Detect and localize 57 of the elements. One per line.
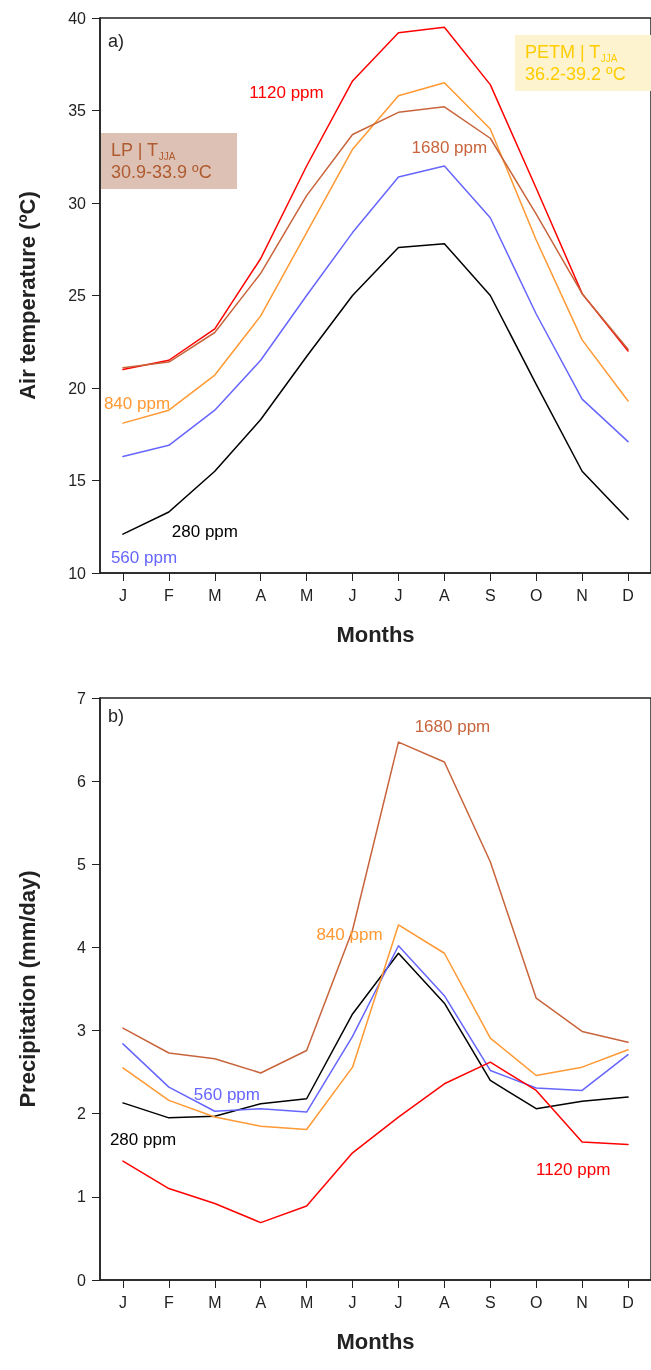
y-tick-label: 40 xyxy=(68,9,87,27)
x-tick-label: J xyxy=(394,586,403,604)
series-label: 1120 ppm xyxy=(249,83,324,103)
x-tick-label: M xyxy=(208,586,222,604)
series-label: 840 ppm xyxy=(103,393,171,413)
x-axis-title: Months xyxy=(336,621,415,647)
series-label: 840 ppm xyxy=(316,925,383,945)
y-tick-label: 4 xyxy=(77,938,87,956)
y-tick-label: 35 xyxy=(68,102,87,119)
text: 560 ppm xyxy=(110,547,178,567)
x-tick-label: M xyxy=(299,586,314,604)
series-label: 1680 ppm xyxy=(411,138,488,158)
line-series xyxy=(122,924,629,1131)
annotation: b) xyxy=(108,706,125,726)
x-tick-label: M xyxy=(299,1293,314,1311)
x-tick-label: J xyxy=(118,1293,127,1311)
x-axis-title: Months xyxy=(336,1328,415,1354)
x-tick-label: O xyxy=(529,1293,543,1311)
x-tick-label: S xyxy=(484,1293,496,1311)
x-tick-label: J xyxy=(348,586,357,604)
y-tick-label: 5 xyxy=(77,855,87,873)
x-tick-label: J xyxy=(394,1293,403,1311)
line-series xyxy=(122,741,629,1074)
x-tick-label: J xyxy=(118,586,127,604)
x-tick-label: N xyxy=(576,586,588,604)
x-tick-label: A xyxy=(255,1293,267,1311)
x-tick-label: S xyxy=(484,586,496,604)
series-label: 280 ppm xyxy=(109,1130,177,1150)
y-tick-label: 0 xyxy=(77,1271,87,1289)
x-tick-label: F xyxy=(163,1293,174,1311)
x-tick-label: D xyxy=(622,1293,634,1311)
x-tick-label: D xyxy=(622,586,634,604)
series-label: 560 ppm xyxy=(193,1084,260,1104)
y-tick-label: 3 xyxy=(77,1022,87,1040)
y-tick-label: 15 xyxy=(68,472,87,489)
annotation: a) xyxy=(108,31,125,51)
y-tick-label: 6 xyxy=(77,772,87,790)
x-tick-label: J xyxy=(348,1293,357,1311)
y-tick-label: 2 xyxy=(77,1105,87,1123)
y-tick-label: 7 xyxy=(77,689,87,707)
x-tick-label: N xyxy=(576,1293,588,1311)
series-label: 280 ppm xyxy=(171,522,238,542)
y-tick-label: 10 xyxy=(68,564,87,582)
x-tick-label: F xyxy=(163,586,174,604)
series-label: 1680 ppm xyxy=(414,716,491,736)
y-axis-title: Precipitation (mm/day) xyxy=(14,870,40,1108)
y-tick-label: 30 xyxy=(68,194,87,212)
x-tick-label: A xyxy=(439,1293,451,1311)
y-axis-title: Air temperature (ºC) xyxy=(14,191,40,400)
series-label: 1120 ppm xyxy=(535,1160,611,1180)
x-tick-label: O xyxy=(529,586,543,604)
y-tick-label: 25 xyxy=(68,287,87,304)
x-tick-label: A xyxy=(255,586,267,604)
y-tick-label: 20 xyxy=(68,379,87,397)
y-tick-label: 1 xyxy=(77,1188,87,1206)
x-tick-label: A xyxy=(439,586,451,604)
x-tick-label: M xyxy=(208,1293,222,1311)
